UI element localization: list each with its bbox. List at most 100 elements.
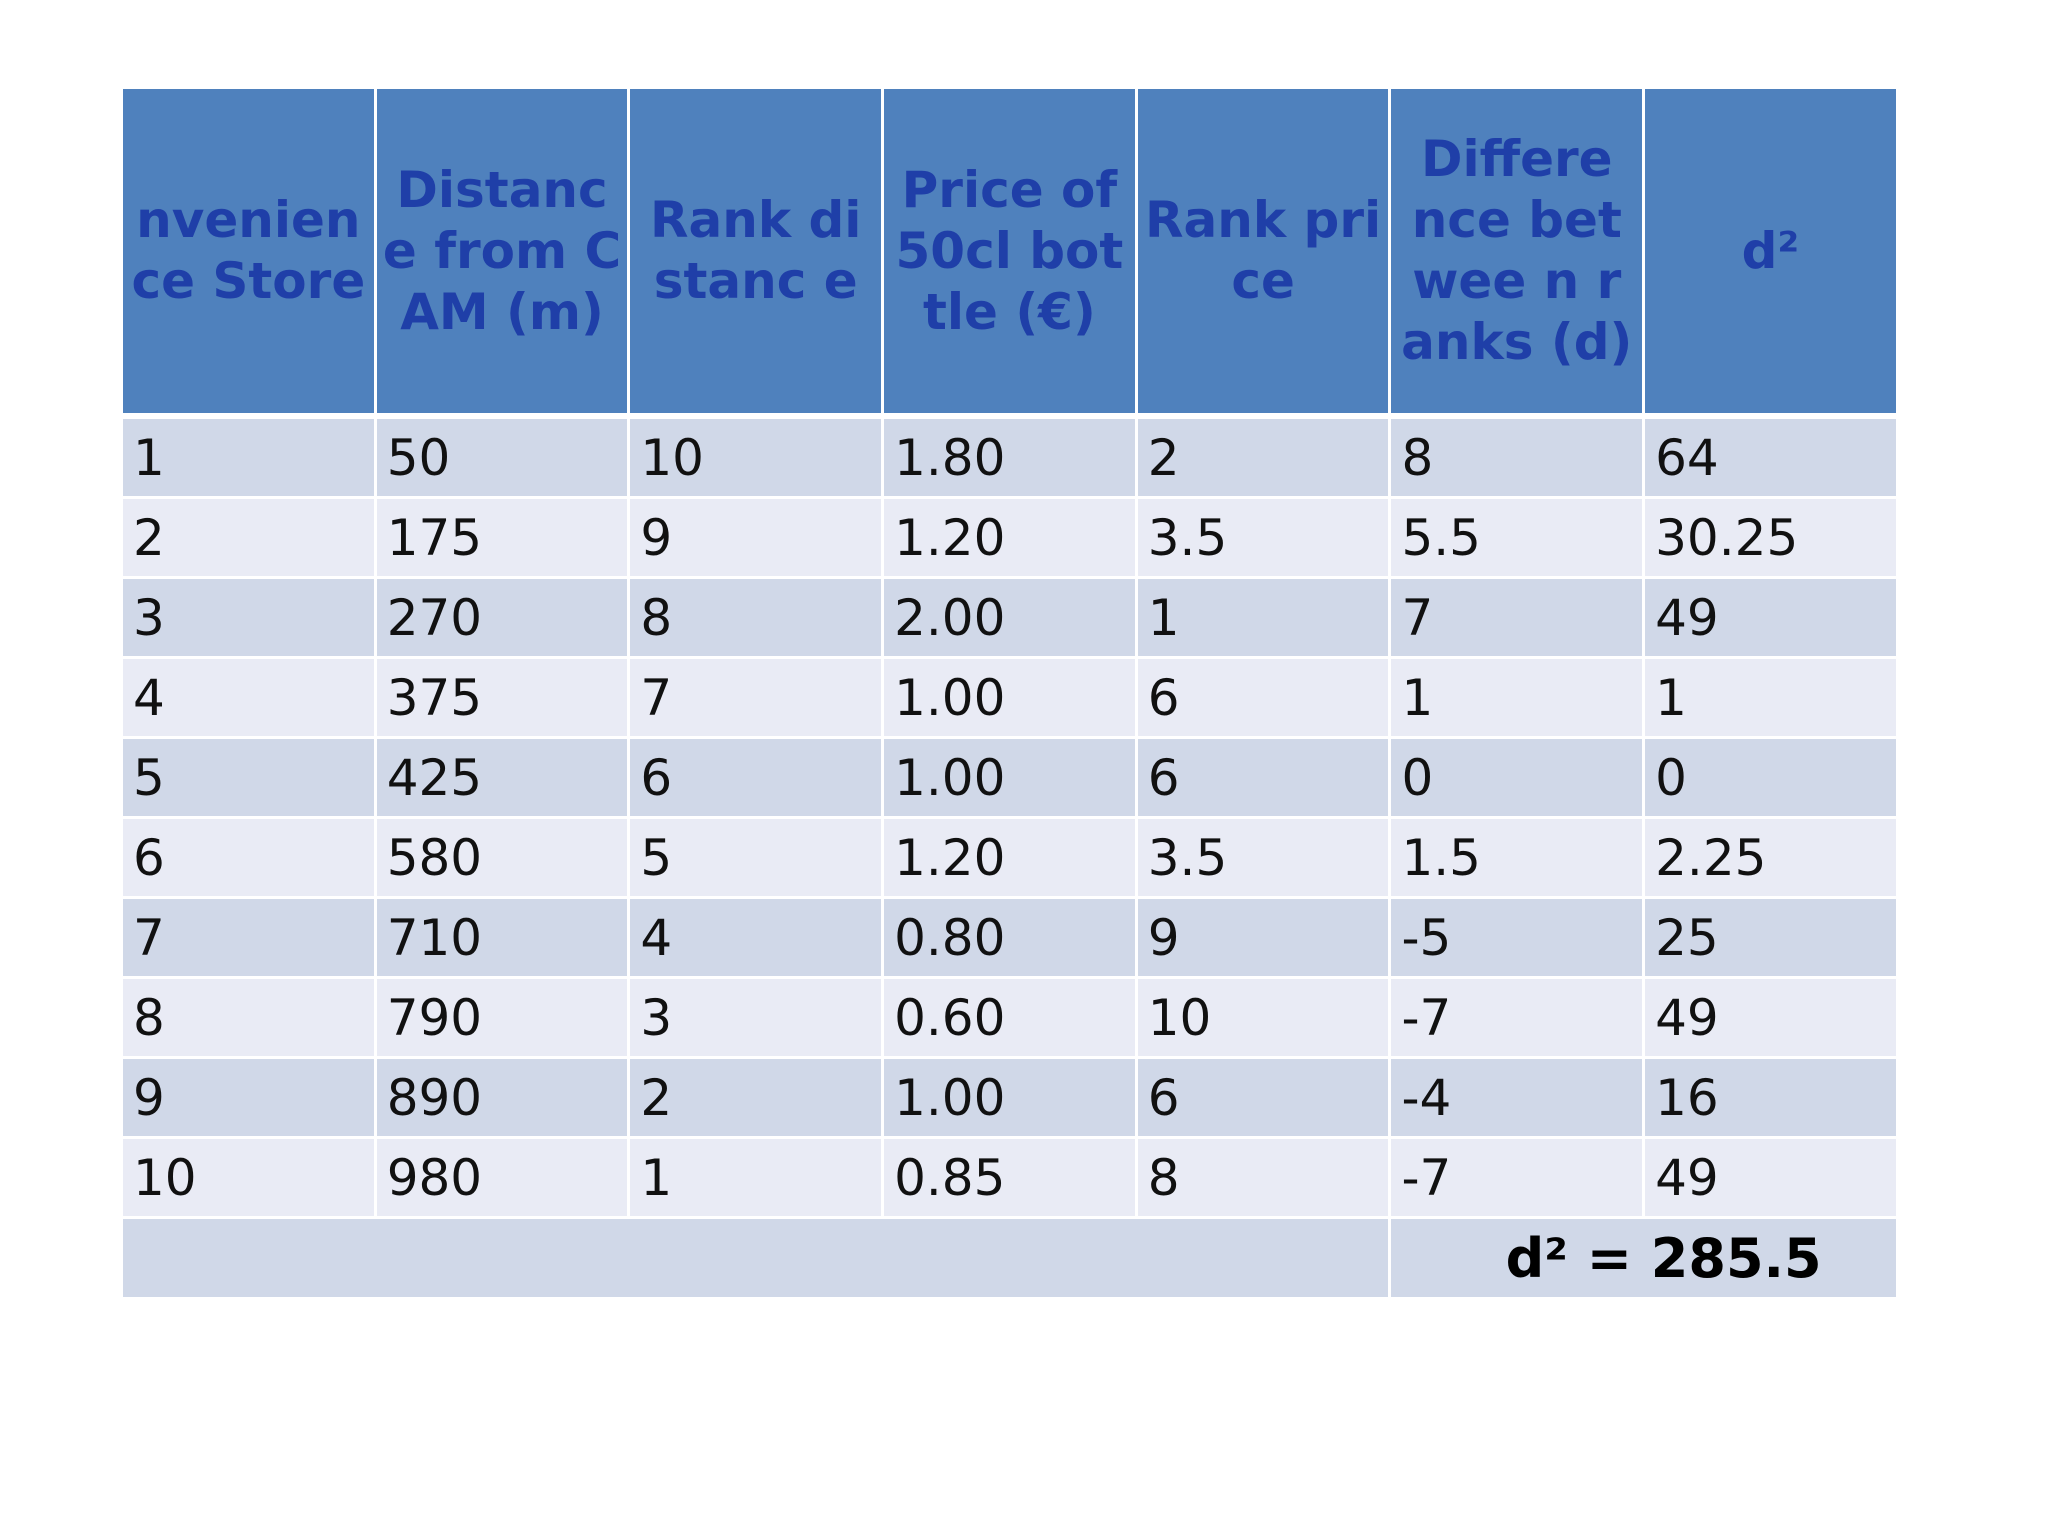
table-cell: 1 [1134, 576, 1392, 659]
table-row: 4 375 7 1.00 6 1 1 [120, 656, 1899, 739]
table-row: 1 50 10 1.80 2 8 64 [120, 414, 1899, 499]
table-row: 6 580 5 1.20 3.5 1.5 2.25 [120, 816, 1899, 899]
table-cell: 49 [1642, 576, 1899, 659]
table-cell: 0 [1642, 736, 1899, 819]
table-row: 8 790 3 0.60 10 -7 49 [120, 976, 1899, 1059]
table-cell: 1 [1642, 656, 1899, 739]
table-header-row: nvenien ce Store Distanc e from CAM (m) … [120, 86, 1899, 419]
table-cell: 49 [1642, 976, 1899, 1059]
table-cell: -7 [1388, 1136, 1646, 1219]
table-cell: 16 [1642, 1056, 1899, 1139]
header-price-label: Price of 50cl bottle (€) [895, 160, 1124, 341]
table-cell: 270 [373, 576, 631, 659]
table-row: 5 425 6 1.00 6 0 0 [120, 736, 1899, 819]
table-cell: 1 [120, 414, 377, 499]
header-store: nvenien ce Store [120, 86, 377, 419]
header-rank-distance: Rank distanc e [627, 86, 885, 419]
table-cell: 890 [373, 1056, 631, 1139]
table-row: 3 270 8 2.00 1 7 49 [120, 576, 1899, 659]
table-cell: 1.20 [881, 816, 1138, 899]
table-cell: 2.00 [881, 576, 1138, 659]
table-cell: 2 [120, 496, 377, 579]
table-cell: 0.80 [881, 896, 1138, 979]
table-cell: 1.00 [881, 736, 1138, 819]
table-cell: 8 [1388, 414, 1646, 499]
table-cell: 375 [373, 656, 631, 739]
table-cell: 10 [120, 1136, 377, 1219]
table-cell: 1.5 [1388, 816, 1646, 899]
header-rank-price-label: Rank price [1145, 191, 1382, 310]
total-row-spacer [119, 1216, 1392, 1300]
table-cell: 9 [120, 1056, 377, 1139]
table-cell: 10 [627, 414, 885, 499]
table-cell: 30.25 [1642, 496, 1899, 579]
table-cell: 1.20 [881, 496, 1138, 579]
table-cell: 5 [120, 736, 377, 819]
table-cell: 0 [1388, 736, 1646, 819]
table-cell: -4 [1388, 1056, 1646, 1139]
table-cell: 8 [627, 576, 885, 659]
table-cell: 50 [373, 414, 631, 499]
table-cell: 3 [120, 576, 377, 659]
table-cell: 2 [1134, 414, 1392, 499]
table-cell: 7 [120, 896, 377, 979]
table-cell: 1 [627, 1136, 885, 1219]
table-cell: 8 [120, 976, 377, 1059]
table-row: 2 175 9 1.20 3.5 5.5 30.25 [120, 496, 1899, 579]
table-cell: 6 [627, 736, 885, 819]
table-cell: -7 [1388, 976, 1646, 1059]
total-d-squared: d² = 285.5 [1388, 1216, 1899, 1300]
table-cell: 0.60 [881, 976, 1138, 1059]
table-cell: 5.5 [1388, 496, 1646, 579]
table-cell: -5 [1388, 896, 1646, 979]
table-cell: 3.5 [1134, 816, 1392, 899]
data-table: nvenien ce Store Distanc e from CAM (m) … [119, 86, 1899, 1300]
table-cell: 580 [373, 816, 631, 899]
table-cell: 7 [627, 656, 885, 739]
table-cell: 710 [373, 896, 631, 979]
header-rank-distance-label: Rank distanc e [650, 191, 862, 310]
total-row: d² = 285.5 [119, 1216, 1899, 1300]
table-cell: 8 [1134, 1136, 1392, 1219]
table-cell: 790 [373, 976, 631, 1059]
table-cell: 1 [1388, 656, 1646, 739]
header-distance: Distanc e from CAM (m) [373, 86, 631, 419]
table-cell: 6 [120, 816, 377, 899]
table-cell: 10 [1134, 976, 1392, 1059]
table-cell: 7 [1388, 576, 1646, 659]
header-difference: Differe nce betwee n ranks (d) [1388, 86, 1646, 419]
spearman-rank-table: nvenien ce Store Distanc e from CAM (m) … [119, 86, 1899, 1300]
table-cell: 9 [1134, 896, 1392, 979]
table-cell: 425 [373, 736, 631, 819]
table-cell: 25 [1642, 896, 1899, 979]
table-cell: 4 [120, 656, 377, 739]
table-cell: 175 [373, 496, 631, 579]
header-rank-price: Rank price [1134, 86, 1392, 419]
table-cell: 64 [1642, 414, 1899, 499]
header-price: Price of 50cl bottle (€) [881, 86, 1138, 419]
header-difference-label: Differe nce betwee n ranks (d) [1401, 130, 1633, 371]
table-cell: 1.00 [881, 1056, 1138, 1139]
table-cell: 3 [627, 976, 885, 1059]
table-cell: 9 [627, 496, 885, 579]
header-distance-label: Distanc e from CAM (m) [382, 160, 622, 341]
table-cell: 6 [1134, 656, 1392, 739]
table-cell: 5 [627, 816, 885, 899]
table-cell: 3.5 [1134, 496, 1392, 579]
table-cell: 4 [627, 896, 885, 979]
table-cell: 2 [627, 1056, 885, 1139]
table-cell: 2.25 [1642, 816, 1899, 899]
table-row: 9 890 2 1.00 6 -4 16 [120, 1056, 1899, 1139]
header-d-squared-label: d² [1741, 221, 1800, 280]
table-cell: 980 [373, 1136, 631, 1219]
table-cell: 1.00 [881, 656, 1138, 739]
table-cell: 6 [1134, 736, 1392, 819]
header-store-label: nvenien ce Store [131, 191, 366, 310]
table-cell: 49 [1642, 1136, 1899, 1219]
table-row: 10 980 1 0.85 8 -7 49 [120, 1136, 1899, 1219]
table-cell: 6 [1134, 1056, 1392, 1139]
table-cell: 0.85 [881, 1136, 1138, 1219]
header-d-squared: d² [1642, 86, 1899, 419]
table-cell: 1.80 [881, 414, 1138, 499]
